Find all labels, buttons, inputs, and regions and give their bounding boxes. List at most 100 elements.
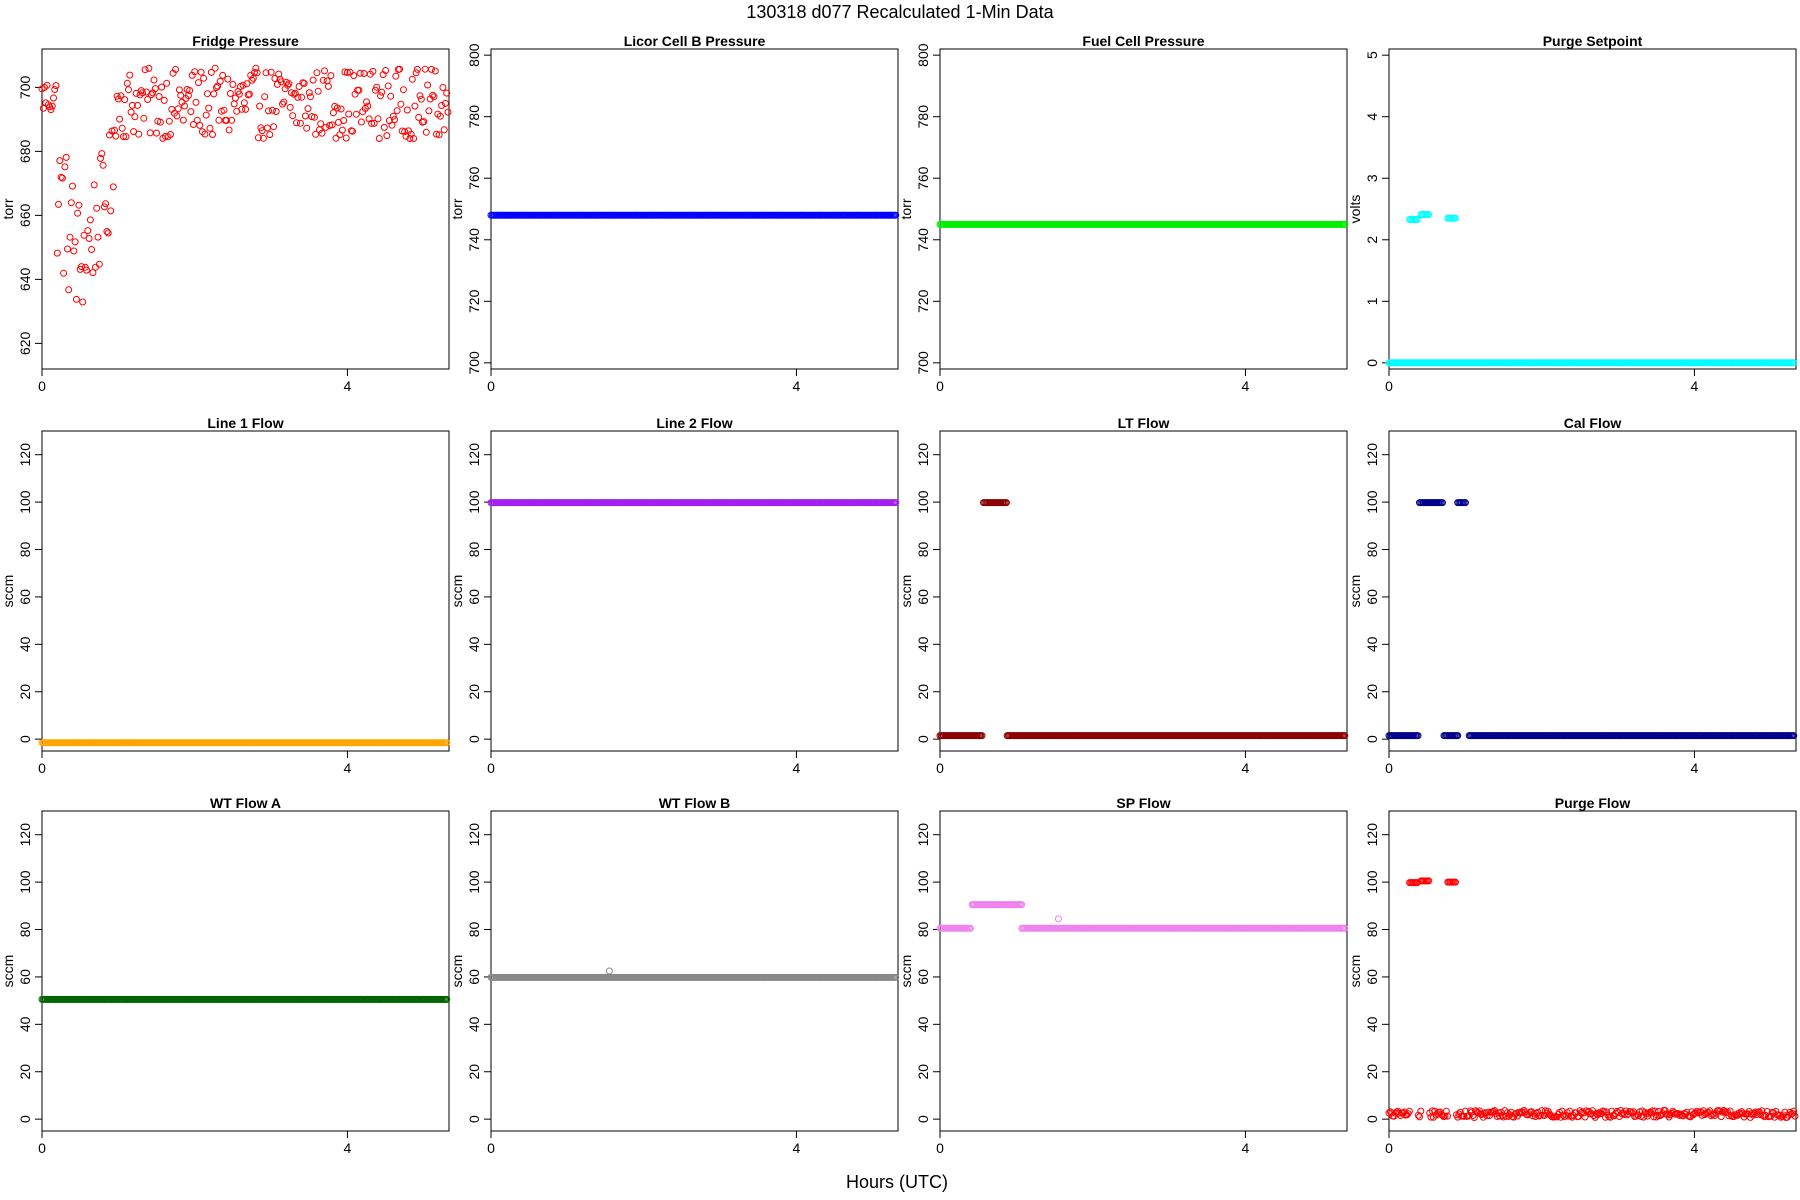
data-point (90, 181, 98, 189)
data-point (128, 101, 136, 109)
data-point (174, 105, 182, 113)
data-point (48, 102, 56, 110)
data-point (155, 93, 163, 100)
data-point (134, 101, 141, 109)
data-point (189, 121, 197, 128)
y-tick-label: 60 (915, 969, 931, 985)
y-tick-label: 20 (466, 684, 482, 700)
data-point (118, 124, 126, 132)
y-axis-label: sccm (449, 955, 465, 988)
y-tick-label: 740 (466, 228, 482, 252)
y-tick-label: 60 (1364, 589, 1380, 605)
plot-frame (490, 48, 899, 370)
data-point (374, 115, 382, 123)
data-point (167, 131, 174, 138)
y-tick-label: 700 (466, 351, 482, 375)
data-point (427, 65, 435, 73)
data-point (1054, 915, 1062, 923)
data-point (62, 153, 70, 161)
data-point (286, 103, 294, 111)
data-point (1536, 1111, 1544, 1119)
data-point (333, 104, 341, 112)
data-point (80, 231, 88, 239)
data-point (284, 81, 292, 89)
data-point (438, 102, 446, 109)
y-tick-label: 620 (17, 332, 33, 356)
y-tick-label: 2 (1364, 236, 1380, 244)
data-point (444, 108, 452, 116)
data-point (60, 269, 68, 277)
panel-title: Licor Cell B Pressure (624, 33, 766, 49)
y-tick-label: 80 (1364, 542, 1380, 558)
data-point (1441, 1112, 1449, 1120)
data-point (391, 116, 398, 124)
data-point (69, 182, 76, 190)
y-tick-label: 640 (17, 268, 33, 292)
x-tick-label: 4 (1691, 1140, 1699, 1156)
y-tick-label: 780 (466, 105, 482, 129)
data-points (487, 499, 900, 507)
data-point (121, 96, 129, 104)
plot-frame (41, 810, 450, 1132)
data-point (211, 64, 219, 72)
y-tick-label: 740 (915, 228, 931, 252)
data-point (356, 69, 364, 77)
data-point (205, 104, 213, 112)
data-point (337, 105, 345, 113)
data-point (1748, 1110, 1756, 1118)
data-point (303, 124, 311, 132)
data-point (231, 94, 239, 102)
data-point (47, 106, 55, 114)
y-tick-label: 100 (915, 870, 931, 894)
plot-frame (1388, 48, 1797, 370)
y-tick-label: 0 (1364, 1115, 1380, 1123)
data-point (151, 85, 159, 93)
data-point (326, 122, 334, 129)
data-point (95, 260, 103, 268)
data-point (219, 71, 227, 79)
data-point (443, 89, 451, 97)
data-point (377, 92, 384, 100)
y-tick-label: 800 (915, 43, 931, 67)
y-tick-label: 5 (1364, 51, 1380, 59)
data-point (140, 114, 148, 122)
y-tick-label: 0 (1364, 735, 1380, 743)
data-point (425, 107, 433, 115)
data-point (197, 68, 205, 76)
data-point (318, 129, 326, 137)
data-point (131, 113, 139, 121)
plot-frame (41, 48, 450, 370)
panel-2: Fuel Cell Pressure torr 0 4 700 720 740 760 780 8… (898, 33, 1349, 394)
data-point (1718, 1108, 1726, 1116)
data-point (139, 89, 146, 97)
data-point (202, 111, 210, 119)
y-tick-label: 60 (466, 589, 482, 605)
data-point (309, 76, 317, 84)
data-point (401, 128, 409, 136)
y-tick-label: 700 (17, 76, 33, 100)
data-point (382, 67, 390, 74)
y-tick-label: 720 (915, 289, 931, 313)
data-point (1451, 214, 1459, 222)
data-point (120, 133, 127, 141)
data-point (242, 105, 250, 113)
data-point (350, 72, 358, 80)
data-point (226, 90, 234, 97)
data-point (433, 130, 440, 138)
data-point (410, 135, 418, 142)
y-tick-label: 60 (466, 969, 482, 985)
panel-title: Cal Flow (1564, 415, 1622, 431)
data-point (307, 93, 314, 101)
data-point (235, 90, 243, 98)
data-point (1417, 1107, 1425, 1115)
data-point (43, 81, 51, 89)
data-point (443, 739, 451, 747)
x-tick-label: 4 (1691, 378, 1699, 394)
data-point (270, 123, 278, 131)
data-point (94, 233, 102, 241)
data-point (1413, 879, 1421, 887)
y-tick-label: 40 (1364, 636, 1380, 652)
data-point (53, 249, 61, 257)
